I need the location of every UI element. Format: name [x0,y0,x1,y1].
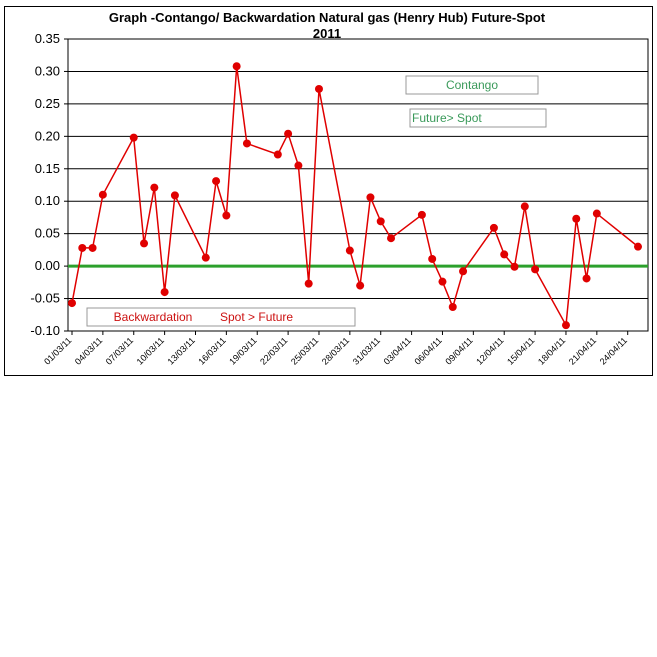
contango-label: Contango [446,78,498,92]
data-point [170,191,179,200]
x-tick-label: 19/03/11 [227,335,258,366]
data-point [417,210,426,219]
x-tick-label: 22/03/11 [258,335,289,366]
chart-title: Graph -Contango/ Backwardation Natural g… [109,10,546,25]
chart-frame: Graph -Contango/ Backwardation Natural g… [4,6,653,376]
data-point [572,214,581,223]
backwardation-label: Backwardation [114,310,193,324]
x-tick-label: 25/03/11 [289,335,320,366]
y-tick-label: 0.35 [35,31,60,46]
data-point [582,274,591,283]
data-point [222,211,231,220]
data-point [201,253,210,262]
data-point [68,299,76,308]
y-tick-label: 0.25 [35,96,60,111]
data-point [366,193,375,202]
data-point [88,243,97,252]
data-point [510,262,519,271]
data-point [242,139,251,148]
series-line-layer [71,66,639,328]
x-tick-label: 04/03/11 [73,335,104,366]
data-point [376,217,385,226]
data-point [459,267,468,276]
x-tick-label: 12/04/11 [474,335,505,366]
data-point [150,183,159,192]
y-tick-label: 0.00 [35,258,60,273]
y-tick-label: 0.15 [35,161,60,176]
spot-gt-future-label: Spot > Future [220,310,293,324]
x-tick-label: 28/03/11 [320,335,351,366]
data-point [273,150,282,159]
series-point-layer [68,62,642,330]
data-point [500,250,509,259]
x-tick-label: 18/04/11 [536,335,567,366]
x-tick-label: 13/03/11 [166,335,197,366]
y-tick-label: -0.05 [30,291,60,306]
data-point [140,239,149,248]
data-point [78,243,87,252]
x-tick-label: 06/04/11 [413,335,444,366]
data-point [356,281,365,290]
series-line [71,66,639,328]
data-point [294,161,303,170]
future-gt-spot-label: Future> Spot [412,111,482,125]
future-gt-spot-label-box [409,108,547,128]
data-point [489,223,498,232]
data-point [212,177,221,186]
x-tick-label: 09/04/11 [443,335,474,366]
contango-label-box [405,75,539,95]
y-tick-label: 0.10 [35,193,60,208]
data-point [304,279,313,288]
x-tick-label: 21/04/11 [567,335,598,366]
data-point [531,265,540,274]
data-point [345,246,354,255]
data-point [438,277,447,286]
data-point [634,242,642,251]
data-point [561,321,570,330]
data-point [284,129,293,138]
y-tick-label: 0.20 [35,128,60,143]
data-point [387,234,396,243]
data-point [448,302,457,311]
chart-subtitle: 2011 [313,26,341,41]
y-tick-label: -0.10 [30,323,60,338]
annotation-layer: Contango Future> Spot Backwardation Spot > … [86,75,547,327]
y-tick-label: 0.30 [35,63,60,78]
data-point [232,62,241,71]
data-point [520,202,529,211]
data-point [160,288,169,297]
data-point [314,84,323,93]
y-tick-label: 0.05 [35,226,60,241]
x-tick-label: 07/03/11 [104,335,135,366]
data-point [98,190,107,199]
backwardation-label-box [86,307,356,327]
x-tick-label: 16/03/11 [196,335,227,366]
x-tick-label: 24/04/11 [598,335,629,366]
x-tick-label: 15/04/11 [505,335,536,366]
x-tick-label: 10/03/11 [135,335,166,366]
data-point [592,209,601,218]
data-point [129,133,138,142]
chart-svg: Graph -Contango/ Backwardation Natural g… [30,10,649,367]
x-tick-label: 31/03/11 [351,335,382,366]
x-tick-label: 01/03/11 [42,335,73,366]
x-tick-label: 03/04/11 [382,335,413,366]
data-point [428,254,437,263]
